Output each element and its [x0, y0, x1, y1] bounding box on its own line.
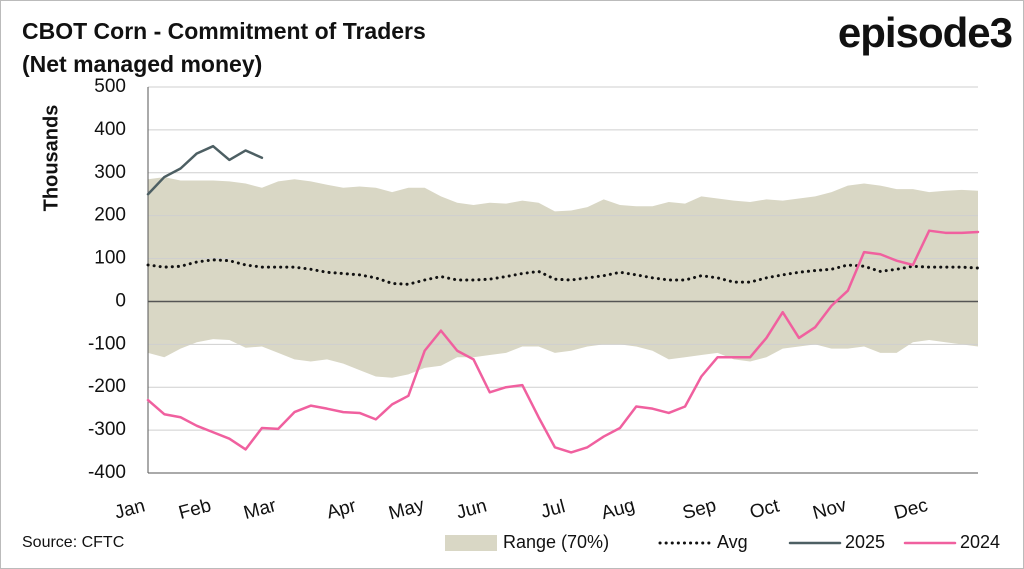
y-tick-label: 100: [94, 248, 126, 269]
range-band: [148, 177, 978, 378]
y-tick-label: 0: [115, 290, 126, 311]
legend-label: Avg: [717, 532, 748, 552]
legend-label: 2024: [960, 532, 1000, 552]
y-tick-label: 400: [94, 119, 126, 140]
y-tick-label: 300: [94, 162, 126, 183]
chart-subtitle: (Net managed money): [22, 51, 262, 77]
legend-label: 2025: [845, 532, 885, 552]
y-axis-title: Thousands: [40, 105, 62, 212]
series-line: [146, 144, 264, 196]
y-tick-label: -200: [88, 376, 126, 397]
y-tick-label: 500: [94, 76, 126, 97]
y-tick-label: -400: [88, 462, 126, 483]
series-line: [146, 258, 980, 286]
legend-label: Range (70%): [503, 532, 609, 552]
series-line: [146, 229, 980, 454]
source: Source: CFTC: [22, 534, 124, 551]
y-tick-label: -300: [88, 419, 126, 440]
y-tick-label: 200: [94, 205, 126, 226]
logo: episode3: [838, 9, 1012, 56]
chart-title: CBOT Corn - Commitment of Traders: [22, 18, 426, 44]
y-tick-label: -100: [88, 333, 126, 354]
legend-swatch: [445, 535, 497, 551]
